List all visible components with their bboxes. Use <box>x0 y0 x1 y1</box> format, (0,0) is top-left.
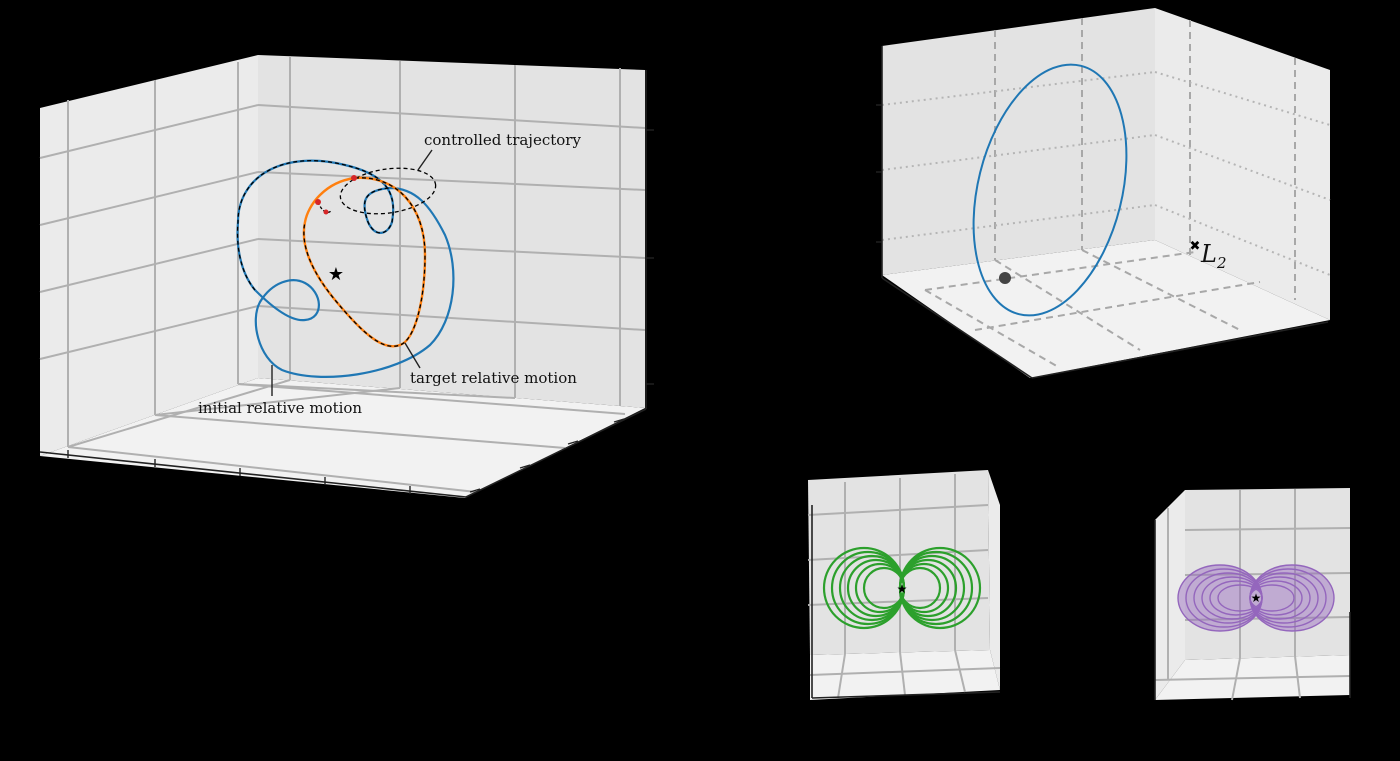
origin-star-icon: ★ <box>328 264 344 285</box>
purple-center-star-icon: ★ <box>1251 591 1262 605</box>
maneuver-marker <box>315 199 321 205</box>
main-grid <box>39 56 646 493</box>
orbit-axes <box>876 46 1329 379</box>
maneuver-marker <box>351 175 357 181</box>
halo-orbit-curve <box>972 63 1128 317</box>
green-center-star-icon: ★ <box>897 582 908 596</box>
l2-point-icon: ✖ <box>1190 239 1201 254</box>
panel-purple-3d: ★ <box>1154 488 1351 701</box>
panel-main-3d: ★ controlled trajectory target relative … <box>39 55 654 498</box>
maneuver-marker <box>323 209 329 215</box>
main-axes <box>39 70 654 498</box>
controlled-trajectory-loop <box>339 167 437 215</box>
l2-label: L2 <box>1200 240 1226 272</box>
green-lissajous-rings <box>822 546 982 630</box>
panel-orbit-3d: ✖ L2 <box>876 8 1331 379</box>
controlled-trajectory-arc <box>236 160 394 291</box>
leader-controlled <box>417 149 433 171</box>
purple-lissajous-rings <box>1177 564 1335 632</box>
label-controlled-trajectory: controlled trajectory <box>424 131 581 149</box>
orbit-grid <box>881 18 1331 369</box>
label-initial-relative-motion: initial relative motion <box>198 399 362 417</box>
label-target-relative-motion: target relative motion <box>410 369 577 387</box>
green-axis <box>811 691 1001 699</box>
panel-green-3d: ★ <box>807 470 1001 700</box>
leader-target <box>404 342 421 369</box>
purple-fill-band <box>1178 565 1334 631</box>
spacecraft-dot <box>999 272 1011 284</box>
controlled-trajectory-overlay <box>303 177 426 347</box>
